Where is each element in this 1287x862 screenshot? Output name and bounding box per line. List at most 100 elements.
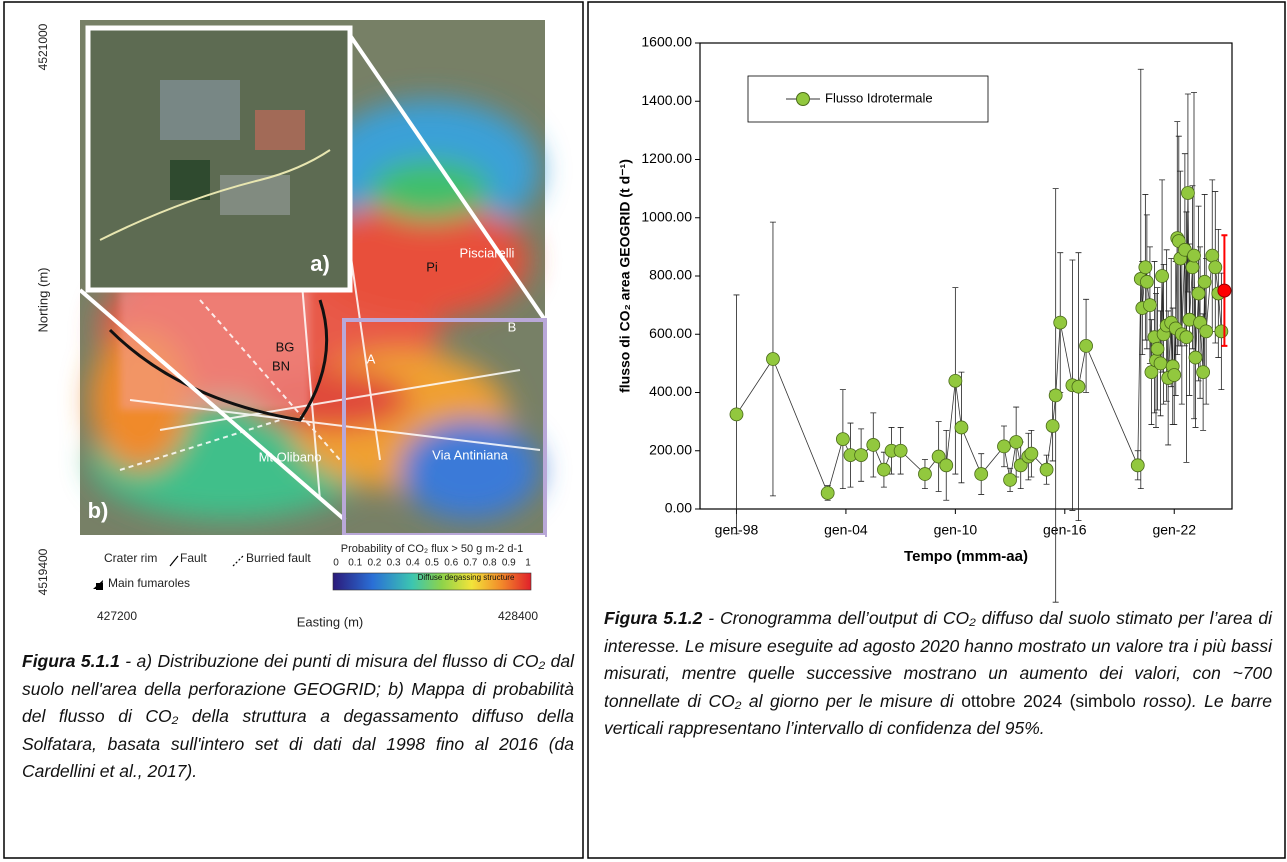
axis-title: Norting (m) bbox=[35, 267, 50, 332]
data-point bbox=[939, 458, 954, 473]
scale-title: Probability of CO₂ flux > 50 g m-2 d-1 bbox=[341, 543, 524, 555]
data-point bbox=[1167, 368, 1182, 382]
y-tick-label: 1000.00 bbox=[641, 208, 692, 224]
place-label: BN bbox=[272, 358, 290, 373]
data-point bbox=[893, 443, 908, 458]
map-legend-label: Crater rim bbox=[104, 551, 157, 565]
data-point bbox=[1079, 338, 1093, 353]
data-point bbox=[1181, 186, 1195, 200]
map-image bbox=[78, 20, 547, 600]
map-legend-label: Burried fault bbox=[246, 551, 311, 565]
map-legend-label: Fault bbox=[180, 551, 207, 565]
data-point bbox=[1150, 341, 1165, 356]
data-point bbox=[1003, 472, 1017, 487]
scale-note: Diffuse degassing structure bbox=[418, 573, 515, 582]
panel-label: b) bbox=[88, 498, 109, 523]
data-point bbox=[1013, 458, 1028, 473]
data-point bbox=[1155, 269, 1169, 283]
data-point bbox=[1185, 260, 1200, 275]
data-point bbox=[1197, 274, 1212, 289]
data-point bbox=[854, 448, 869, 463]
axis-title: Easting (m) bbox=[297, 614, 363, 629]
data-point bbox=[835, 432, 850, 447]
place-label: B bbox=[508, 319, 517, 334]
data-point bbox=[1024, 446, 1039, 461]
data-point bbox=[729, 407, 744, 422]
caption-text-plain: ottobre 2024 (simbolo bbox=[961, 690, 1136, 711]
scale-tick-label: 0.5 bbox=[425, 558, 439, 569]
x-tick-label: gen-16 bbox=[1043, 522, 1087, 538]
y-tick-label: 0.00 bbox=[665, 500, 692, 516]
left-panel-border bbox=[3, 1, 584, 859]
legend-marker bbox=[796, 92, 810, 106]
data-point bbox=[1179, 330, 1194, 345]
data-point bbox=[820, 486, 835, 500]
data-point bbox=[1188, 350, 1203, 365]
data-point bbox=[1009, 435, 1024, 449]
axis-tick-label: 4519400 bbox=[36, 548, 50, 595]
scale-tick-label: 0.8 bbox=[483, 558, 497, 569]
scale-tick-label: 0.1 bbox=[348, 558, 362, 569]
scale-tick-label: 0.4 bbox=[406, 558, 420, 569]
legend-label: Flusso Idrotermale bbox=[825, 90, 933, 105]
map-legend-label: Main fumaroles bbox=[108, 576, 190, 590]
caption-left: Figura 5.1.1 - a) Distribuzione dei punt… bbox=[22, 648, 574, 786]
scale-tick-label: 0.3 bbox=[387, 558, 401, 569]
data-point bbox=[866, 438, 881, 452]
data-point bbox=[1130, 458, 1145, 473]
place-label: Via Antiniana bbox=[432, 447, 508, 462]
data-point bbox=[1138, 260, 1153, 275]
data-point bbox=[1139, 274, 1154, 289]
data-point bbox=[877, 462, 891, 477]
chart: 0.00 200.00 400.00 600.00 800.00 1000.00 1200.… bbox=[617, 34, 1233, 603]
data-point bbox=[1208, 260, 1223, 275]
data-point bbox=[954, 420, 969, 435]
axis-tick-label: 4521000 bbox=[36, 23, 50, 70]
data-point bbox=[997, 439, 1011, 454]
scale-tick-label: 0 bbox=[333, 558, 339, 569]
data-point bbox=[948, 373, 963, 388]
y-tick-label: 600.00 bbox=[649, 325, 692, 341]
caption-text: rosso). Le barre verticali rappresentano… bbox=[604, 690, 1272, 739]
data-point bbox=[1053, 315, 1068, 330]
data-point bbox=[1191, 286, 1206, 301]
data-point bbox=[1143, 298, 1157, 313]
data-point bbox=[1199, 324, 1214, 339]
data-point bbox=[1196, 365, 1211, 380]
data-point bbox=[931, 449, 946, 464]
scale-tick-label: 1 bbox=[525, 558, 531, 569]
place-label: A bbox=[367, 351, 376, 366]
series-line bbox=[736, 192, 1222, 495]
scale-tick-label: 0.7 bbox=[463, 558, 477, 569]
axis-tick-label: 427200 bbox=[97, 609, 137, 623]
data-point bbox=[1071, 379, 1086, 394]
axis-tick-label: 428400 bbox=[498, 609, 538, 623]
place-label: BG bbox=[276, 339, 295, 354]
data-point bbox=[1039, 462, 1054, 477]
scale-tick-label: 0.6 bbox=[444, 558, 458, 569]
caption-label: Figura 5.1.2 bbox=[604, 608, 703, 628]
map-labels: 4521000 4519400 Norting (m) 427200 428400 Eas… bbox=[35, 23, 538, 629]
data-point bbox=[1045, 419, 1060, 433]
y-tick-label: 400.00 bbox=[649, 383, 692, 399]
right-panel-border bbox=[587, 1, 1286, 859]
place-label: Mt.Olibano bbox=[259, 449, 322, 464]
x-tick-label: gen-10 bbox=[934, 522, 978, 538]
caption-text: - Cronogramma dell’output di CO₂ diffuso… bbox=[604, 608, 1273, 711]
caption-right: Figura 5.1.2 - Cronogramma dell’output d… bbox=[604, 605, 1272, 743]
data-point bbox=[766, 352, 780, 366]
data-point bbox=[1205, 248, 1220, 263]
data-point bbox=[1153, 356, 1168, 371]
data-point bbox=[1214, 324, 1229, 339]
y-tick-label: 800.00 bbox=[649, 267, 692, 283]
highlight-point bbox=[1217, 283, 1232, 298]
place-label: Pisciarelli bbox=[460, 245, 515, 260]
x-axis-title: Tempo (mmm-aa) bbox=[904, 548, 1028, 565]
x-tick-label: gen-22 bbox=[1152, 522, 1196, 538]
data-point bbox=[1048, 388, 1063, 403]
y-axis-title: flusso di CO₂ area GEOGRID (t d⁻¹) bbox=[617, 159, 633, 393]
